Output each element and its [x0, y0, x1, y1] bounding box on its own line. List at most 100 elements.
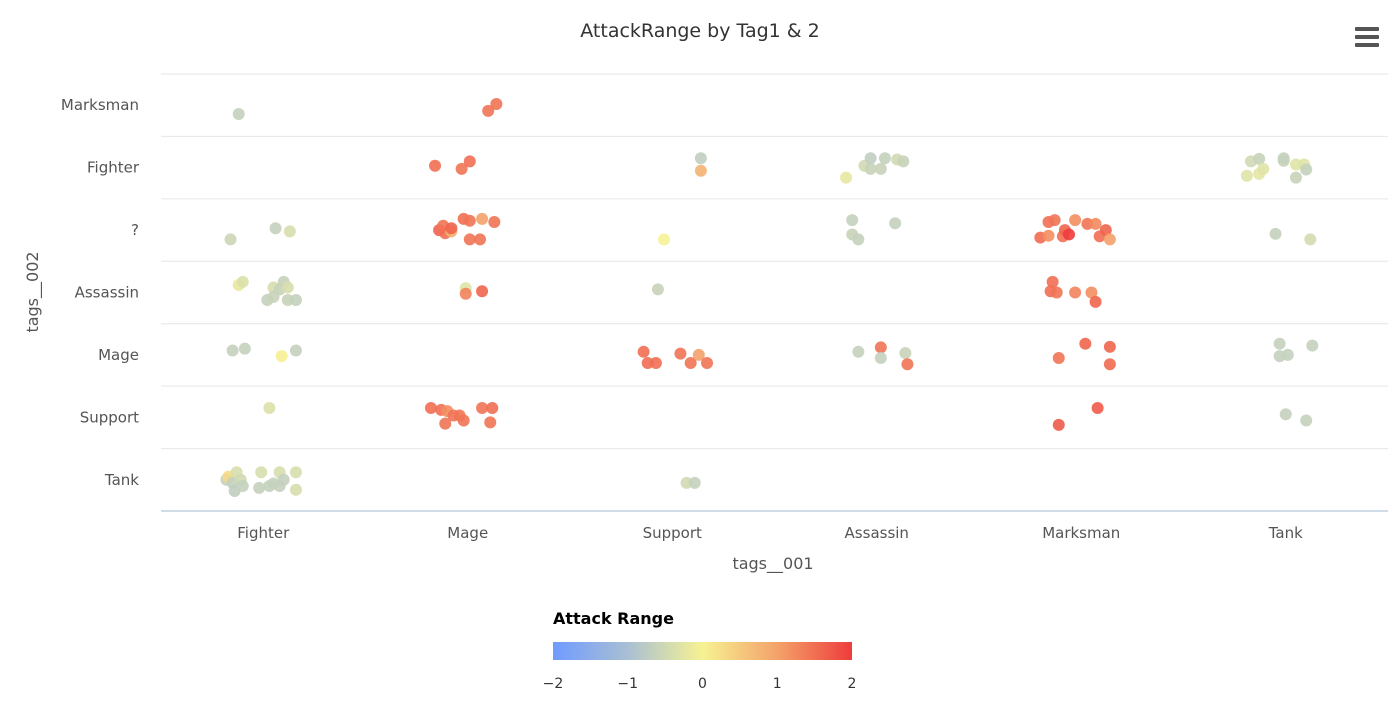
- data-point[interactable]: [424, 401, 437, 414]
- data-point[interactable]: [1052, 418, 1065, 431]
- data-point[interactable]: [1069, 214, 1082, 227]
- data-point[interactable]: [224, 233, 237, 246]
- data-point[interactable]: [1062, 228, 1075, 241]
- data-point[interactable]: [455, 162, 468, 175]
- data-point[interactable]: [1103, 233, 1116, 246]
- x-tick-support: Support: [643, 524, 702, 542]
- data-point[interactable]: [1091, 401, 1104, 414]
- data-point[interactable]: [269, 222, 282, 235]
- data-point[interactable]: [651, 283, 664, 296]
- data-point[interactable]: [1306, 339, 1319, 352]
- data-point[interactable]: [1085, 286, 1098, 299]
- data-point[interactable]: [236, 275, 249, 288]
- data-point[interactable]: [236, 480, 249, 493]
- data-point[interactable]: [701, 357, 714, 370]
- data-point[interactable]: [874, 352, 887, 365]
- data-point[interactable]: [232, 107, 245, 120]
- data-point[interactable]: [852, 345, 865, 358]
- data-point[interactable]: [476, 285, 489, 298]
- data-point[interactable]: [637, 345, 650, 358]
- data-point[interactable]: [889, 217, 902, 230]
- data-point[interactable]: [846, 214, 859, 227]
- data-point[interactable]: [684, 357, 697, 370]
- data-point[interactable]: [482, 104, 495, 117]
- data-point[interactable]: [1079, 337, 1092, 350]
- hamburger-menu-icon[interactable]: [1352, 24, 1382, 50]
- data-point[interactable]: [476, 401, 489, 414]
- data-point[interactable]: [463, 155, 476, 168]
- data-point[interactable]: [281, 281, 294, 294]
- data-point[interactable]: [899, 347, 912, 360]
- data-point[interactable]: [864, 152, 877, 165]
- x-tick-assassin: Assassin: [845, 524, 909, 542]
- data-point[interactable]: [1103, 340, 1116, 353]
- grid-lines: [161, 73, 1388, 450]
- data-point[interactable]: [439, 417, 452, 430]
- data-point[interactable]: [688, 476, 701, 489]
- data-point[interactable]: [289, 483, 302, 496]
- data-point[interactable]: [459, 287, 472, 300]
- data-point[interactable]: [897, 155, 910, 168]
- data-point[interactable]: [1103, 358, 1116, 371]
- data-point[interactable]: [1069, 286, 1082, 299]
- data-point[interactable]: [1304, 233, 1317, 246]
- data-point[interactable]: [694, 152, 707, 165]
- data-point[interactable]: [463, 233, 476, 246]
- data-point[interactable]: [1269, 227, 1282, 240]
- data-point[interactable]: [457, 414, 470, 427]
- data-point[interactable]: [692, 348, 705, 361]
- data-point[interactable]: [490, 97, 503, 110]
- data-point[interactable]: [289, 293, 302, 306]
- data-point[interactable]: [901, 358, 914, 371]
- data-point[interactable]: [864, 162, 877, 175]
- data-point[interactable]: [463, 214, 476, 227]
- data-point[interactable]: [1253, 152, 1266, 165]
- data-point[interactable]: [255, 466, 268, 479]
- data-point[interactable]: [263, 401, 276, 414]
- data-point[interactable]: [1277, 152, 1290, 165]
- data-point[interactable]: [226, 344, 239, 357]
- data-point[interactable]: [1050, 286, 1063, 299]
- data-point[interactable]: [1257, 162, 1270, 175]
- data-point[interactable]: [1048, 214, 1061, 227]
- data-point[interactable]: [1089, 217, 1102, 230]
- data-point[interactable]: [658, 233, 671, 246]
- data-point[interactable]: [674, 347, 687, 360]
- data-point[interactable]: [486, 401, 499, 414]
- data-point[interactable]: [1281, 348, 1294, 361]
- data-point[interactable]: [878, 152, 891, 165]
- data-point[interactable]: [484, 416, 497, 429]
- data-point[interactable]: [1289, 171, 1302, 184]
- data-point[interactable]: [840, 171, 853, 184]
- x-tick-fighter: Fighter: [237, 524, 290, 542]
- data-point[interactable]: [289, 344, 302, 357]
- data-point[interactable]: [1273, 337, 1286, 350]
- data-point[interactable]: [649, 357, 662, 370]
- data-point[interactable]: [275, 350, 288, 363]
- data-point[interactable]: [445, 222, 458, 235]
- data-point[interactable]: [1240, 169, 1253, 182]
- data-point[interactable]: [874, 341, 887, 354]
- data-point[interactable]: [238, 342, 251, 355]
- data-point[interactable]: [1046, 275, 1059, 288]
- data-point[interactable]: [852, 233, 865, 246]
- data-point[interactable]: [694, 164, 707, 177]
- data-point[interactable]: [429, 159, 442, 172]
- data-point[interactable]: [277, 473, 290, 486]
- data-point[interactable]: [283, 225, 296, 238]
- data-point[interactable]: [474, 233, 487, 246]
- data-point[interactable]: [1042, 229, 1055, 242]
- data-point[interactable]: [1279, 408, 1292, 421]
- y-tick-assassin: Assassin: [75, 284, 139, 302]
- data-point[interactable]: [289, 466, 302, 479]
- data-point[interactable]: [1300, 414, 1313, 427]
- data-point[interactable]: [1300, 163, 1313, 176]
- data-point[interactable]: [874, 162, 887, 175]
- data-point[interactable]: [1099, 224, 1112, 237]
- data-point[interactable]: [488, 215, 501, 228]
- legend-title: Attack Range: [553, 609, 674, 628]
- data-point[interactable]: [476, 212, 489, 225]
- data-point[interactable]: [253, 481, 266, 494]
- data-point[interactable]: [1052, 352, 1065, 365]
- data-point[interactable]: [1089, 295, 1102, 308]
